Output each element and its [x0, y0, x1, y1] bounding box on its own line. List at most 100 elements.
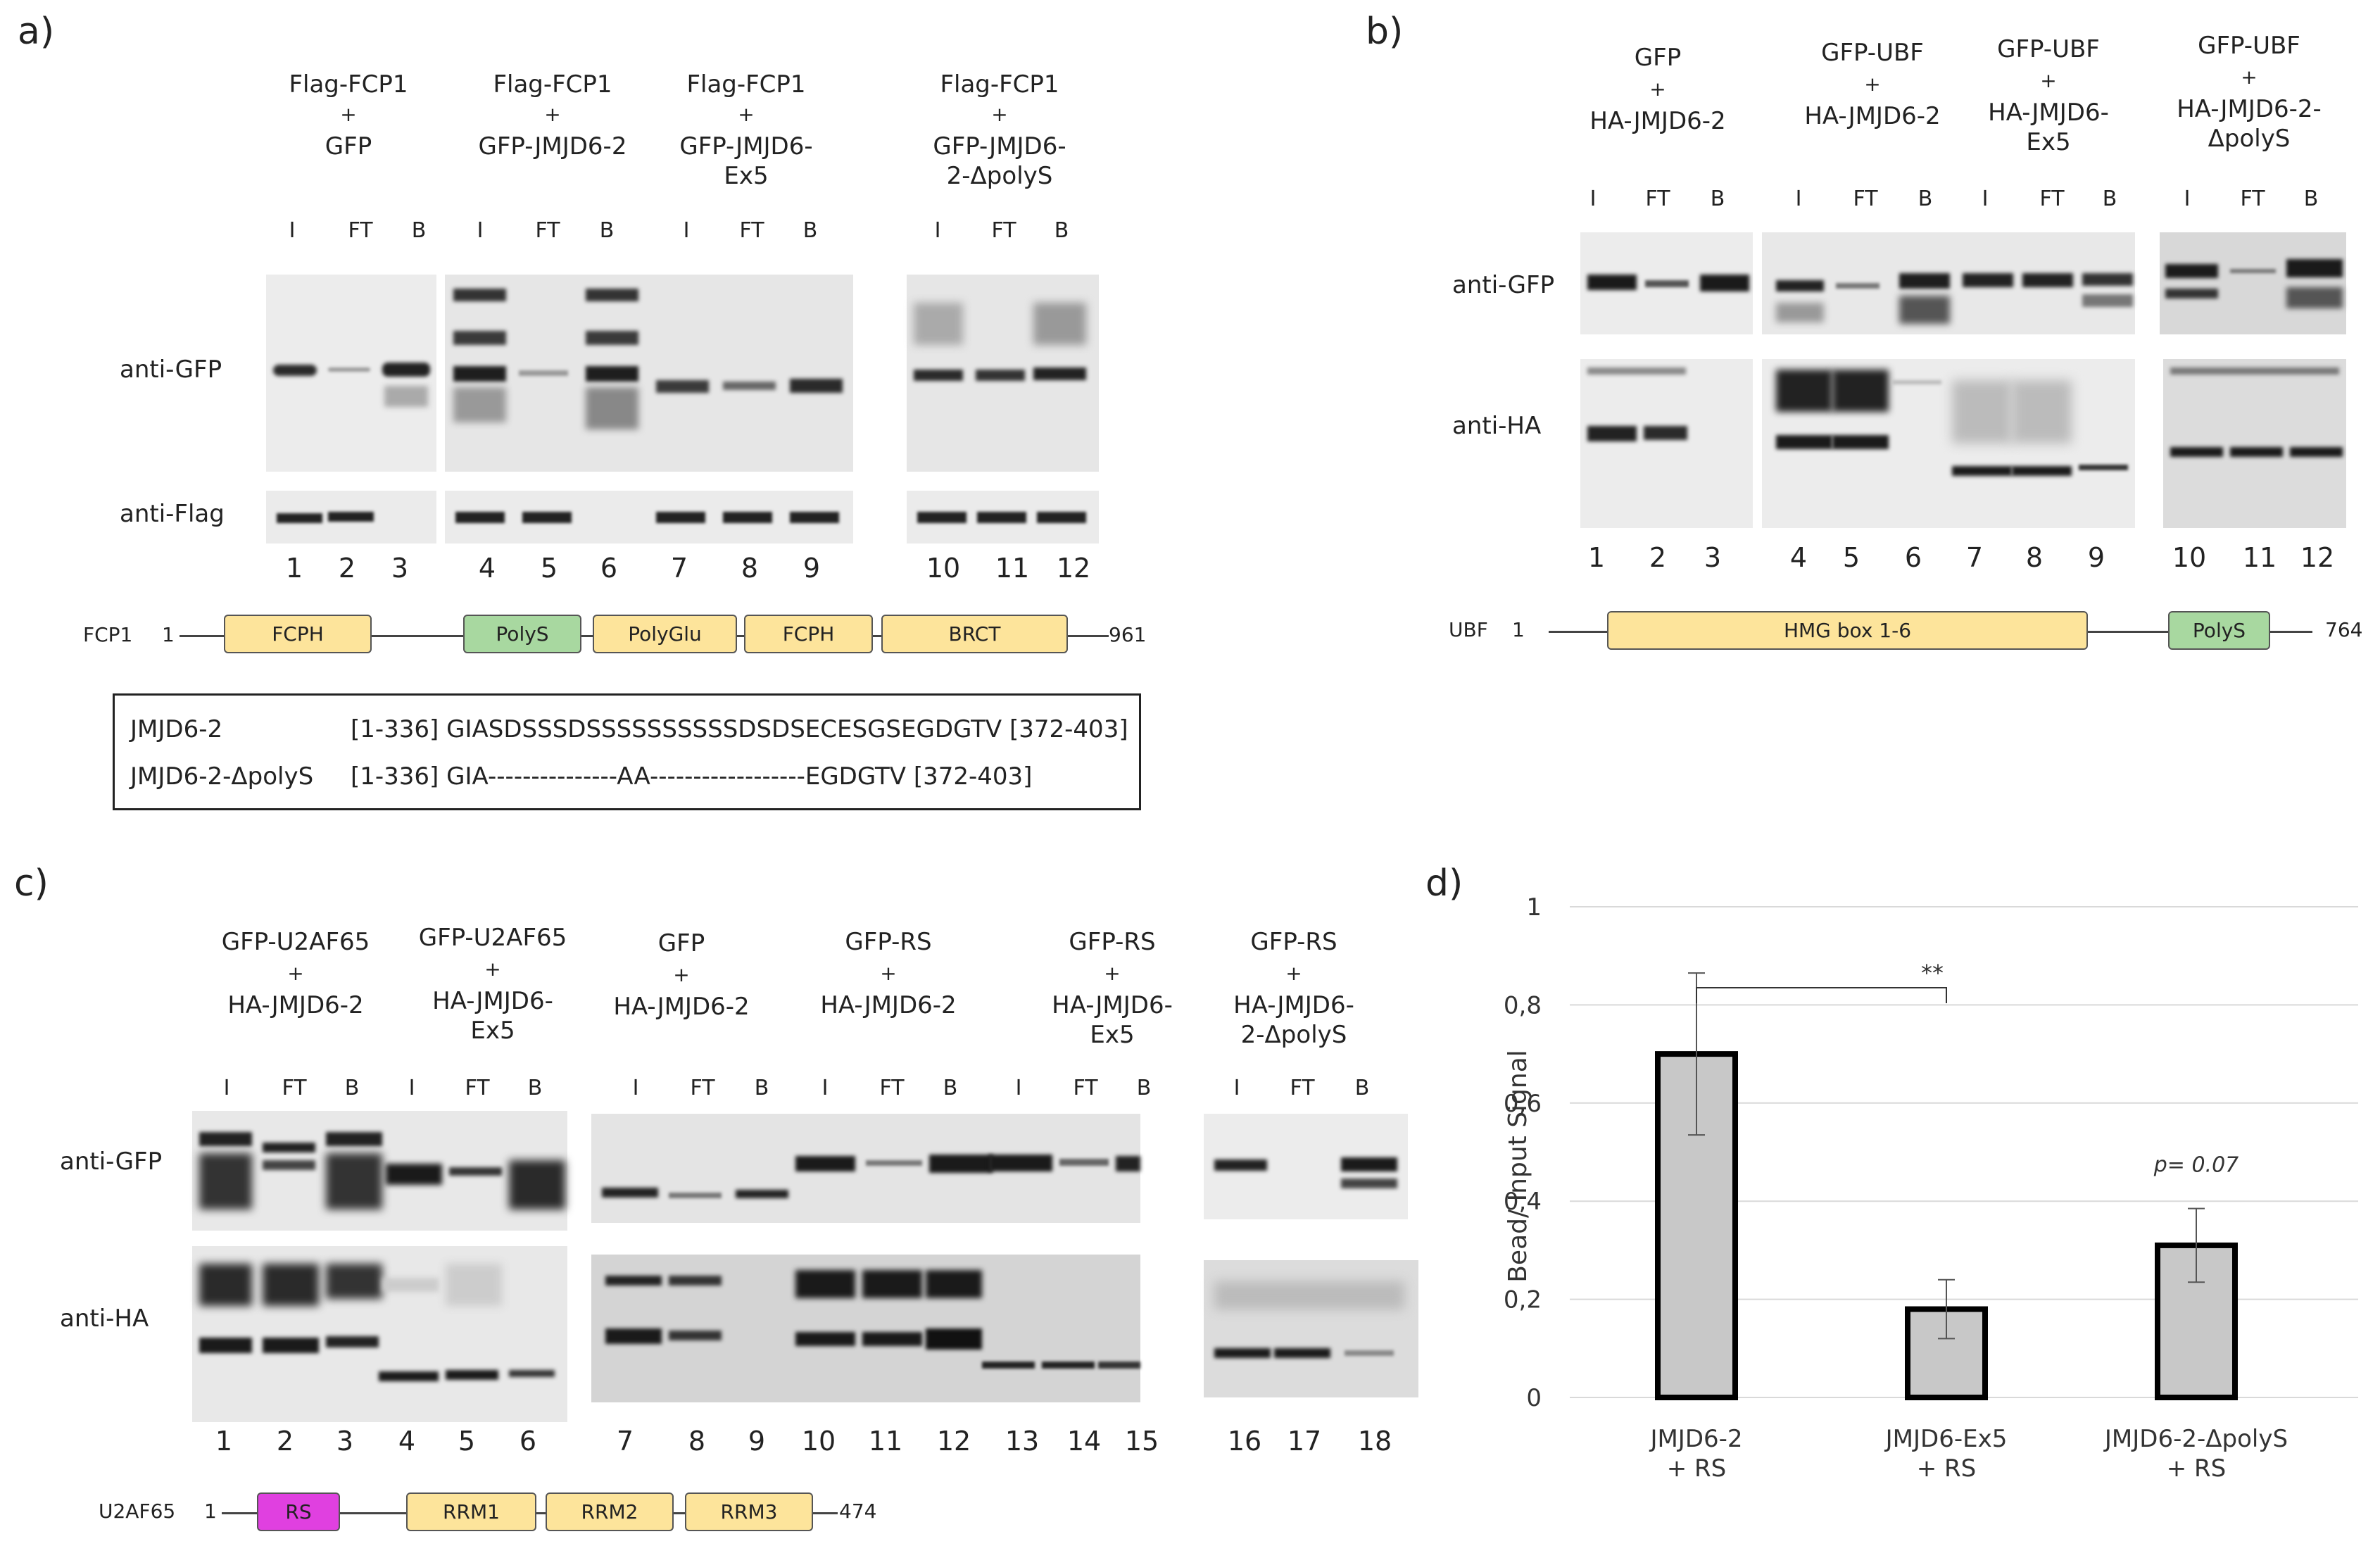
blot-image — [445, 275, 853, 472]
condition-plus: + — [544, 103, 561, 126]
lane-type-ft: FT — [1645, 187, 1670, 211]
lane-type-ft: FT — [348, 218, 373, 243]
lane-type-i: I — [821, 1076, 829, 1100]
p-value-label: p= 0.07 — [2153, 1152, 2239, 1177]
condition-plus: + — [1649, 77, 1666, 101]
panel-label-b: b) — [1366, 11, 1404, 53]
domain-box: BRCT — [881, 615, 1068, 653]
condition-bottom: GFP-JMJD6- — [933, 132, 1066, 161]
condition-plus: + — [1104, 962, 1121, 985]
condition-plus: + — [2241, 65, 2258, 89]
lane-type-b: B — [411, 218, 427, 243]
lane-type-b: B — [1136, 1076, 1152, 1100]
lane-type-i: I — [2184, 187, 2191, 211]
x-tick-label: + RS — [1917, 1454, 1977, 1483]
protein-end: 474 — [839, 1500, 877, 1523]
blot-image — [907, 491, 1099, 543]
condition-top: Flag-FCP1 — [686, 70, 806, 99]
condition-top: GFP-U2AF65 — [221, 928, 370, 956]
lane-type-ft: FT — [739, 218, 764, 243]
lane-type-ft: FT — [1853, 187, 1878, 211]
lane-number: 5 — [1842, 542, 1860, 573]
lane-number: 12 — [1056, 553, 1091, 584]
lane-type-ft: FT — [465, 1076, 490, 1100]
condition-plus: + — [287, 962, 304, 985]
lane-type-ft: FT — [1073, 1076, 1098, 1100]
x-tick-label: JMJD6-Ex5 — [1884, 1425, 2008, 1453]
lane-number: 4 — [398, 1426, 416, 1457]
condition-bottom: ΔpolyS — [2208, 125, 2291, 153]
lane-number: 17 — [1287, 1426, 1322, 1457]
condition-bottom: HA-JMJD6-2- — [2177, 95, 2322, 123]
condition-bottom: Ex5 — [470, 1017, 515, 1045]
antibody-label-gfp: anti-GFP — [120, 356, 222, 384]
blot-image — [591, 1255, 1140, 1402]
lane-number: 11 — [868, 1426, 903, 1457]
lane-number: 5 — [458, 1426, 476, 1457]
lane-type-ft: FT — [2039, 187, 2065, 211]
lane-number: 10 — [926, 553, 961, 584]
condition-plus: + — [738, 103, 755, 126]
blot-image — [266, 491, 436, 543]
lane-type-ft: FT — [2240, 187, 2265, 211]
lane-type-i: I — [1982, 187, 1989, 211]
condition-bottom: Ex5 — [724, 162, 769, 190]
blot-image — [2160, 232, 2346, 334]
condition-plus: + — [991, 103, 1008, 126]
lane-number: 13 — [1005, 1426, 1040, 1457]
condition-top: GFP — [1634, 44, 1682, 72]
lane-type-b: B — [2102, 187, 2117, 211]
domain-box: RS — [257, 1492, 340, 1531]
sequence-text: [1-336] GIASDSSSDSSSSSSSSSSDSDSECESGSEGD… — [351, 715, 1128, 743]
sequence-name: JMJD6-2 — [130, 715, 223, 743]
lane-number: 14 — [1066, 1426, 1102, 1457]
domain-box: FCPH — [744, 615, 873, 653]
lane-type-i: I — [632, 1076, 639, 1100]
condition-top: Flag-FCP1 — [289, 70, 408, 99]
sequence-name: JMJD6-2-ΔpolyS — [130, 762, 314, 791]
lane-number: 1 — [1587, 542, 1606, 573]
condition-bottom: GFP-JMJD6-2 — [478, 132, 627, 161]
condition-bottom: HA-JMJD6-2 — [227, 991, 364, 1019]
lane-type-ft: FT — [991, 218, 1016, 243]
condition-plus: + — [673, 963, 690, 986]
condition-plus: + — [1285, 962, 1302, 985]
condition-bottom: HA-JMJD6- — [432, 987, 553, 1015]
condition-bottom: HA-JMJD6-2 — [1804, 102, 1941, 130]
condition-bottom: Ex5 — [1090, 1021, 1135, 1049]
lane-type-i: I — [289, 218, 296, 243]
y-tick-label: 0,8 — [1504, 991, 1542, 1019]
x-tick-label: JMJD6-2 — [1649, 1425, 1742, 1453]
significance-label: ** — [1921, 960, 1944, 986]
condition-bottom: HA-JMJD6-2 — [613, 993, 750, 1021]
lane-number: 3 — [336, 1426, 354, 1457]
lane-number: 8 — [2025, 542, 2044, 573]
lane-type-i: I — [1015, 1076, 1022, 1100]
antibody-label-ha: anti-HA — [1452, 412, 1542, 440]
protein-start: 1 — [162, 623, 175, 646]
lane-type-b: B — [344, 1076, 360, 1100]
lane-number: 3 — [1704, 542, 1722, 573]
condition-top: GFP-UBF — [2198, 32, 2300, 60]
domain-box: PolyS — [2168, 611, 2270, 650]
domain-box: RRM1 — [406, 1492, 536, 1531]
lane-number: 2 — [276, 1426, 294, 1457]
domain-box: PolyS — [463, 615, 581, 653]
lane-number: 6 — [600, 553, 618, 584]
lane-type-i: I — [1795, 187, 1802, 211]
condition-plus: + — [880, 962, 897, 985]
lane-type-b: B — [2303, 187, 2319, 211]
protein-name: FCP1 — [83, 623, 133, 646]
lane-type-i: I — [408, 1076, 415, 1100]
lane-type-i: I — [477, 218, 484, 243]
lane-number: 12 — [936, 1426, 971, 1457]
lane-number: 9 — [748, 1426, 766, 1457]
protein-name: UBF — [1449, 618, 1488, 641]
lane-type-i: I — [1589, 187, 1597, 211]
panel-label-c: c) — [14, 862, 49, 905]
blot-image — [1762, 359, 2135, 528]
protein-end: 764 — [2325, 618, 2363, 641]
blot-image — [445, 491, 853, 543]
lane-number: 1 — [215, 1426, 233, 1457]
